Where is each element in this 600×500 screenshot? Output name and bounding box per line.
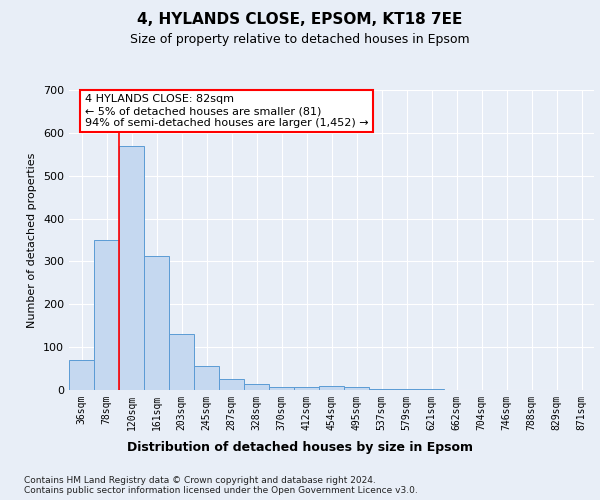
Text: 4, HYLANDS CLOSE, EPSOM, KT18 7EE: 4, HYLANDS CLOSE, EPSOM, KT18 7EE [137, 12, 463, 28]
Bar [169, 334, 194, 390]
Bar [69, 360, 94, 390]
Bar [94, 240, 119, 390]
Bar [394, 388, 419, 390]
Text: 4 HYLANDS CLOSE: 82sqm
← 5% of detached houses are smaller (81)
94% of semi-deta: 4 HYLANDS CLOSE: 82sqm ← 5% of detached … [85, 94, 368, 128]
Bar [369, 388, 394, 390]
Bar [219, 380, 244, 390]
Bar [244, 384, 269, 390]
Text: Contains HM Land Registry data © Crown copyright and database right 2024.
Contai: Contains HM Land Registry data © Crown c… [24, 476, 418, 495]
Bar [144, 256, 169, 390]
Bar [194, 366, 219, 390]
Bar [319, 386, 344, 390]
Bar [294, 387, 319, 390]
Bar [119, 146, 144, 390]
Y-axis label: Number of detached properties: Number of detached properties [28, 152, 37, 328]
Text: Size of property relative to detached houses in Epsom: Size of property relative to detached ho… [130, 32, 470, 46]
Text: Distribution of detached houses by size in Epsom: Distribution of detached houses by size … [127, 441, 473, 454]
Bar [344, 387, 369, 390]
Bar [269, 387, 294, 390]
Bar [419, 389, 444, 390]
